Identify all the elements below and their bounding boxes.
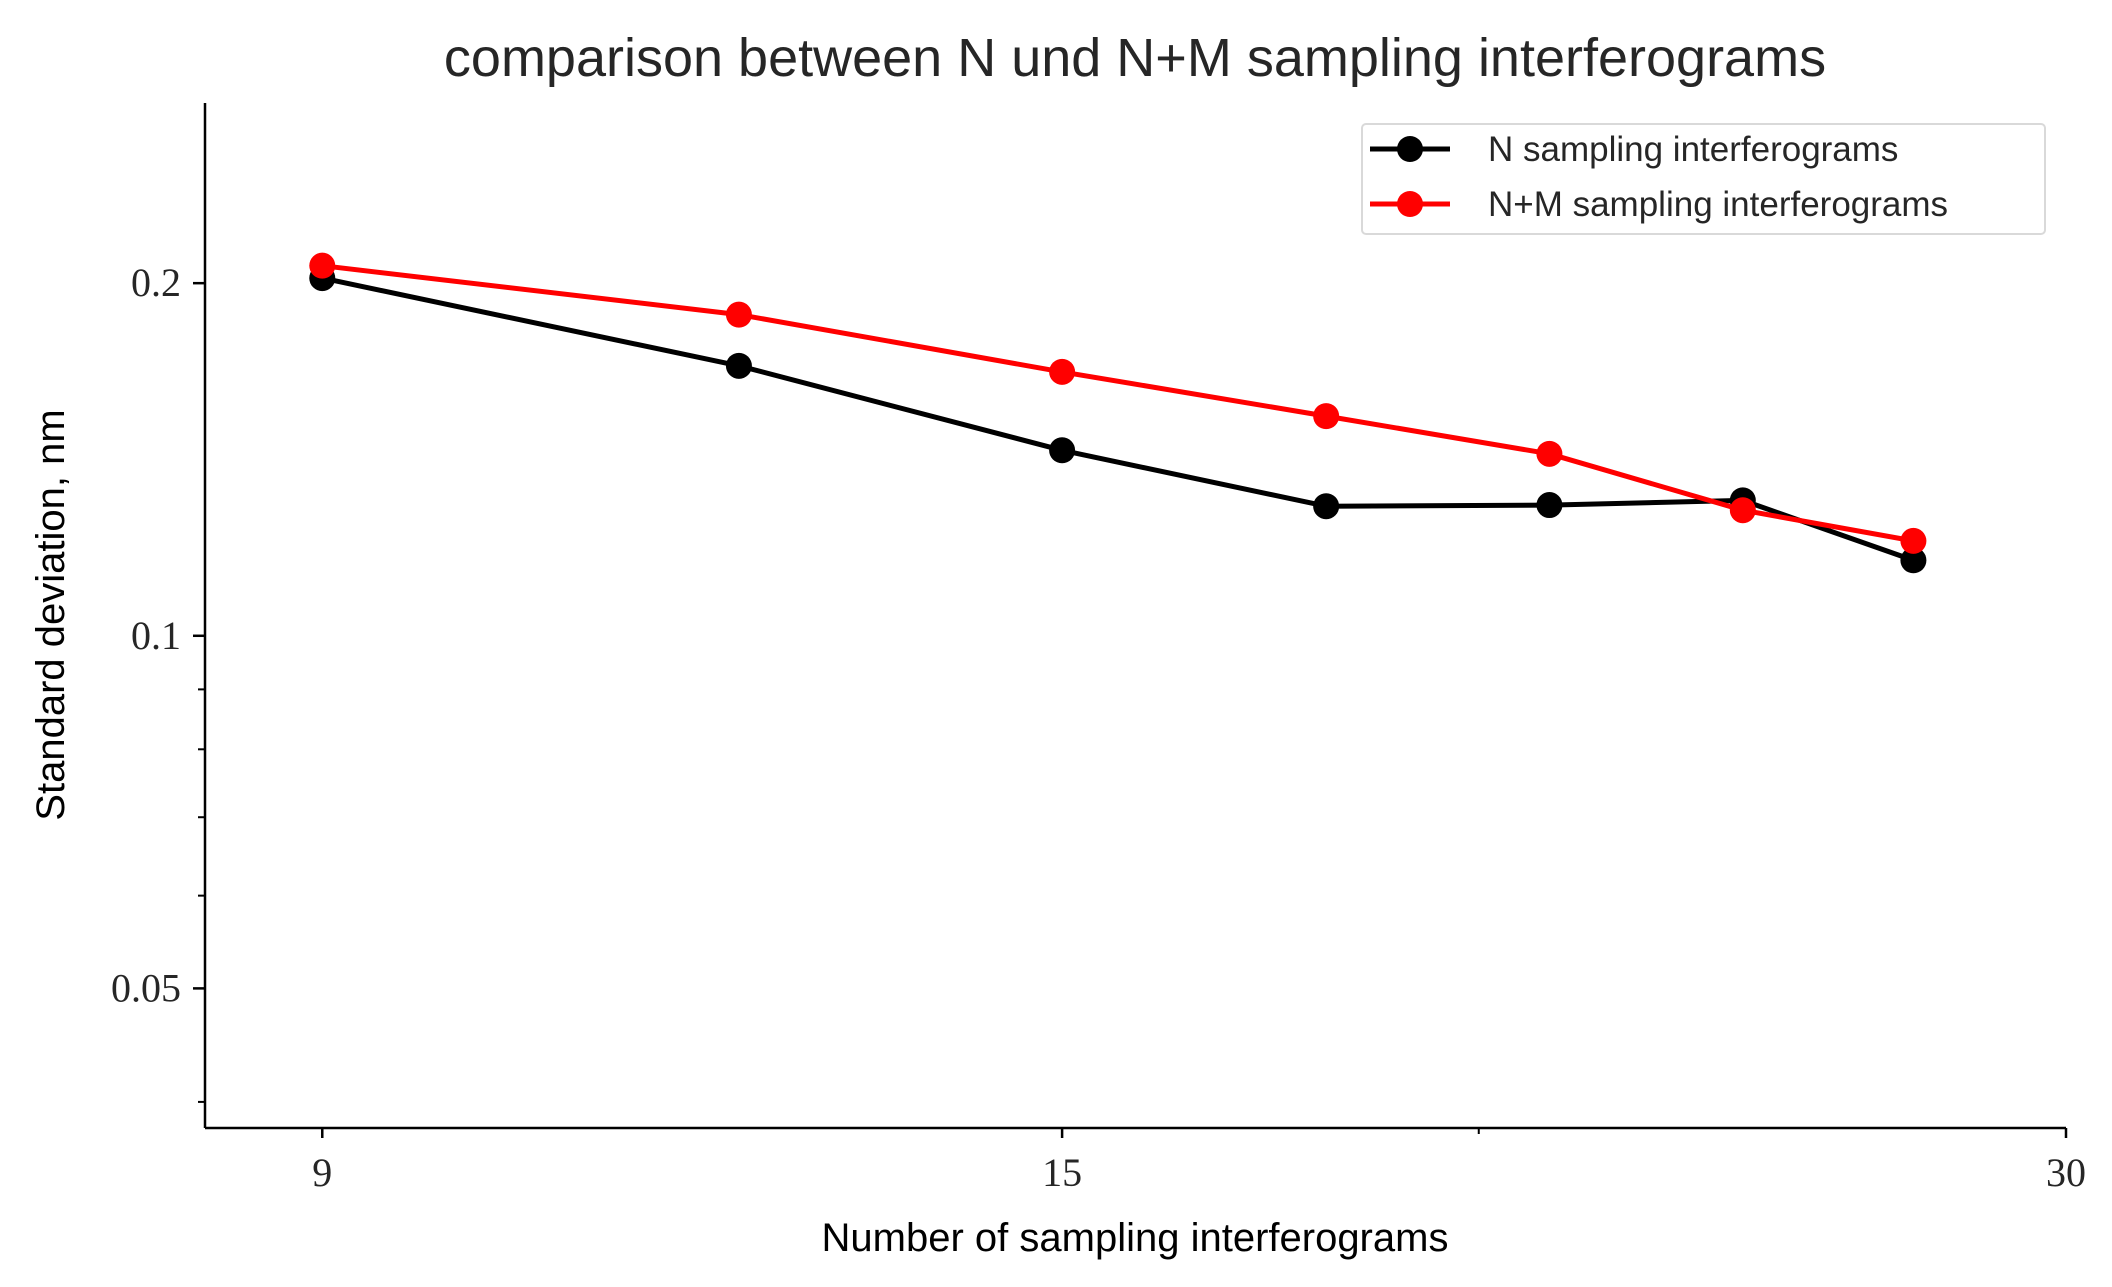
data-point (1729, 497, 1756, 524)
axis-ticks: 9 15 30 0.05 0.1 0.2 (111, 260, 2086, 1195)
legend-marker (1397, 136, 1423, 162)
data-point (725, 352, 752, 379)
y-tick-label: 0.1 (131, 613, 181, 658)
data-point (1049, 358, 1076, 385)
series-line (319, 275, 1916, 563)
data-point (1900, 527, 1927, 554)
series-1 (309, 265, 1927, 574)
x-tick-label: 9 (312, 1150, 332, 1195)
y-axis-label: Standard deviation, nm (29, 409, 73, 820)
series-layer (309, 252, 1927, 574)
data-point (309, 252, 336, 279)
data-point (1900, 547, 1927, 574)
data-point (1049, 437, 1076, 464)
data-point (1313, 403, 1340, 430)
legend-frame (1361, 123, 2046, 235)
data-point (1536, 492, 1563, 519)
series-2 (309, 252, 1927, 554)
data-point (1536, 440, 1563, 467)
y-tick-label: 0.2 (131, 260, 181, 305)
legend-marker (1397, 191, 1423, 217)
x-tick-label: 30 (2046, 1150, 2086, 1195)
legend: N sampling interferograms N+M sampling in… (1361, 123, 2046, 235)
legend-label: N sampling interferograms (1488, 130, 1898, 169)
x-axis-label: Number of sampling interferograms (822, 1216, 1449, 1260)
y-tick-label: 0.05 (111, 965, 181, 1010)
chart-title: comparison between N und N+M sampling in… (444, 28, 1826, 88)
data-point (1313, 493, 1340, 520)
legend-label: N+M sampling interferograms (1488, 185, 1948, 224)
x-tick-label: 15 (1042, 1150, 1082, 1195)
data-point (725, 301, 752, 328)
